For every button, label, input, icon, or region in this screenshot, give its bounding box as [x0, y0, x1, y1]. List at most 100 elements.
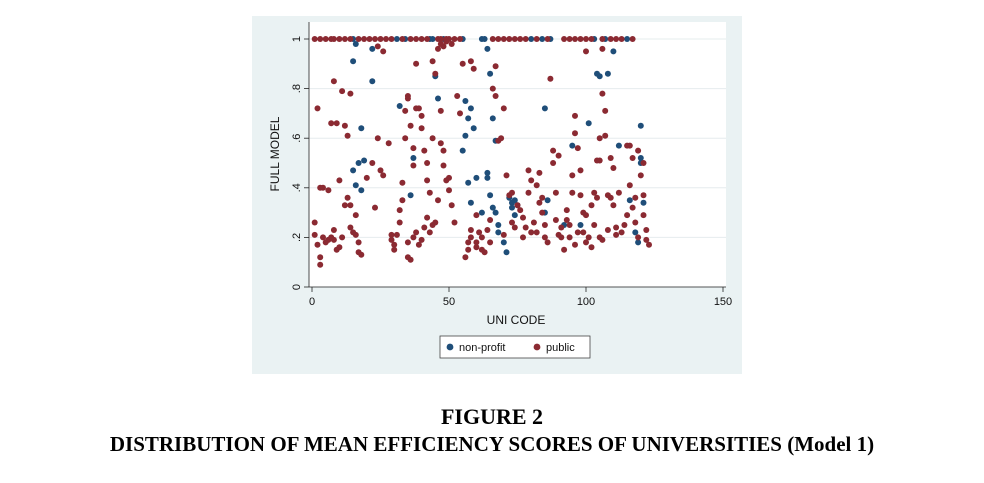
data-point — [424, 160, 431, 166]
data-point — [336, 244, 343, 251]
data-point — [317, 36, 324, 42]
data-point — [363, 174, 370, 181]
data-point — [495, 229, 502, 236]
data-point — [635, 239, 642, 246]
data-point — [418, 236, 425, 243]
y-tick-label: 0 — [291, 284, 303, 290]
data-point — [374, 43, 381, 50]
data-point — [618, 229, 625, 236]
data-point — [341, 202, 348, 209]
data-point — [369, 160, 376, 166]
data-point — [520, 234, 526, 241]
data-point — [407, 256, 414, 263]
data-point — [407, 36, 414, 42]
data-point — [618, 36, 625, 42]
data-point — [533, 229, 540, 236]
data-point — [336, 36, 343, 42]
data-point — [569, 142, 576, 149]
data-point — [566, 222, 573, 228]
data-point — [610, 165, 617, 171]
data-point — [525, 167, 532, 174]
data-point — [317, 261, 324, 268]
data-point — [583, 36, 589, 42]
data-point — [511, 36, 518, 42]
data-point — [629, 204, 636, 211]
data-point — [421, 224, 428, 231]
data-point — [393, 36, 400, 42]
data-point — [399, 36, 406, 42]
data-point — [410, 234, 417, 241]
data-point — [569, 189, 576, 196]
data-point — [317, 254, 324, 261]
data-point — [525, 189, 532, 196]
data-point — [478, 209, 485, 216]
data-point — [607, 155, 614, 161]
data-point — [391, 246, 398, 253]
data-point — [541, 105, 548, 112]
data-point — [355, 160, 362, 166]
legend-box — [439, 335, 591, 359]
data-point — [613, 231, 620, 238]
data-point — [569, 172, 576, 179]
data-point — [577, 192, 584, 199]
data-point — [517, 207, 524, 214]
data-point — [440, 147, 447, 154]
data-point — [640, 192, 647, 199]
data-point — [544, 197, 551, 204]
data-point — [454, 93, 461, 99]
data-point — [511, 212, 518, 219]
data-point — [536, 199, 543, 206]
data-point — [577, 167, 584, 174]
data-point — [640, 160, 647, 166]
data-point — [547, 75, 554, 82]
data-point — [330, 227, 337, 233]
data-point — [596, 73, 603, 80]
data-point — [492, 209, 499, 216]
data-point — [574, 229, 581, 236]
legend-label-non-profit: non-profit — [459, 342, 505, 354]
data-point — [443, 38, 450, 45]
data-point — [336, 177, 343, 184]
data-point — [415, 241, 422, 248]
x-tick-label: 0 — [309, 296, 315, 308]
data-point — [421, 147, 428, 154]
data-point — [629, 155, 636, 161]
figure-number: FIGURE 2 — [440, 404, 544, 429]
data-point — [361, 36, 368, 42]
data-point — [588, 244, 595, 251]
data-point — [566, 36, 573, 42]
data-point — [588, 202, 595, 209]
data-point — [339, 234, 346, 241]
data-point — [410, 162, 417, 169]
y-tick-label: .4 — [291, 183, 303, 192]
data-point — [572, 241, 578, 248]
data-point — [572, 36, 578, 42]
data-point — [437, 36, 444, 42]
data-point — [429, 135, 436, 142]
data-point — [462, 132, 469, 139]
data-point — [550, 160, 557, 166]
data-point — [530, 219, 537, 226]
data-point — [377, 167, 384, 174]
data-point — [457, 36, 463, 42]
data-point — [563, 207, 570, 214]
data-point — [350, 167, 357, 174]
data-point — [610, 202, 617, 209]
data-point — [492, 63, 499, 70]
data-point — [484, 227, 491, 233]
data-point — [451, 36, 458, 42]
data-point — [552, 189, 559, 196]
legend-label-public: public — [546, 342, 575, 354]
legend-marker-public — [533, 343, 541, 351]
data-point — [583, 48, 589, 55]
data-point — [410, 155, 417, 161]
data-point — [407, 122, 414, 129]
data-point — [388, 36, 395, 42]
data-point — [473, 244, 480, 251]
data-point — [435, 197, 441, 204]
data-point — [413, 60, 420, 67]
data-point — [635, 234, 642, 241]
data-point — [596, 157, 603, 164]
data-point — [604, 227, 611, 233]
data-point — [435, 45, 441, 52]
